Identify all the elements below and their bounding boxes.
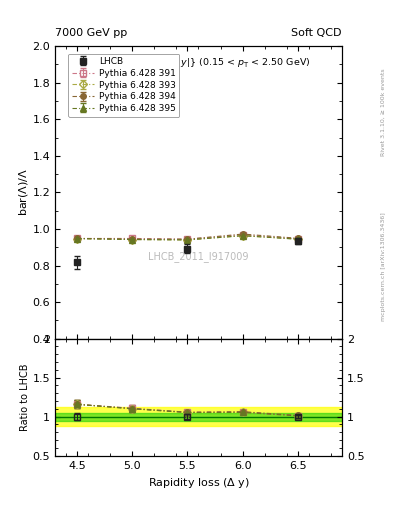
Legend: LHCB, Pythia 6.428 391, Pythia 6.428 393, Pythia 6.428 394, Pythia 6.428 395: LHCB, Pythia 6.428 391, Pythia 6.428 393… [68,54,179,117]
Y-axis label: Ratio to LHCB: Ratio to LHCB [20,364,30,431]
Text: 7000 GeV pp: 7000 GeV pp [55,28,127,38]
Text: Soft QCD: Soft QCD [292,28,342,38]
Y-axis label: bar($\Lambda$)/$\Lambda$: bar($\Lambda$)/$\Lambda$ [17,168,29,217]
Text: mcplots.cern.ch [arXiv:1306.3436]: mcplots.cern.ch [arXiv:1306.3436] [381,212,386,321]
Text: Rivet 3.1.10, ≥ 100k events: Rivet 3.1.10, ≥ 100k events [381,69,386,157]
Text: $\bar{\Lambda}/\Lambda$ vs $\Delta y$ {$|y_{\rm beam}-y|$} (0.15 < $p_{\rm T}$ <: $\bar{\Lambda}/\Lambda$ vs $\Delta y$ {$… [87,55,310,70]
Bar [55,413,342,420]
Bar [55,408,342,426]
X-axis label: Rapidity loss ($\Delta$ y): Rapidity loss ($\Delta$ y) [147,476,250,490]
Text: LHCB_2011_I917009: LHCB_2011_I917009 [148,251,249,262]
